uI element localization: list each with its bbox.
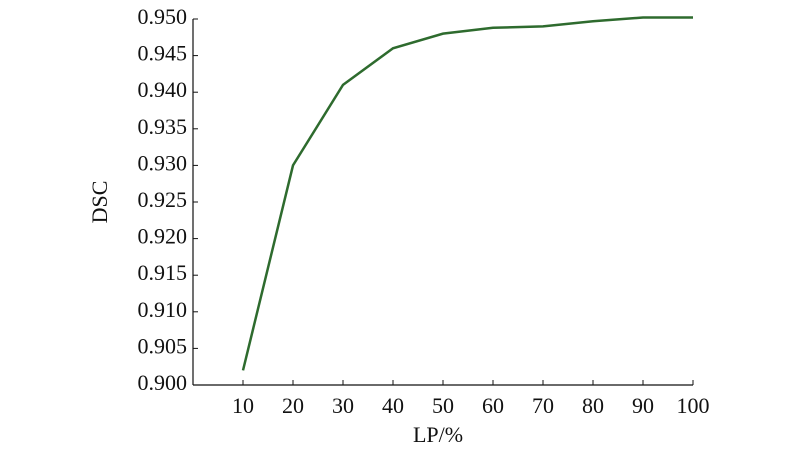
x-tick-label: 10: [232, 393, 254, 418]
x-tick-label: 60: [482, 393, 504, 418]
y-tick-label: 0.935: [138, 114, 188, 139]
y-tick-label: 0.950: [138, 4, 188, 29]
x-axis-label: LP/%: [413, 422, 463, 447]
y-tick-label: 0.900: [138, 370, 188, 395]
y-tick-label: 0.910: [138, 297, 188, 322]
y-tick-label: 0.915: [138, 260, 188, 285]
y-tick-label: 0.940: [138, 77, 188, 102]
y-tick-label: 0.920: [138, 224, 188, 249]
x-tick-label: 90: [632, 393, 654, 418]
line: [241, 16, 693, 371]
x-tick-label: 100: [677, 393, 710, 418]
x-tick-label: 50: [432, 393, 454, 418]
y-tick-label: 0.925: [138, 187, 188, 212]
x-tick-label: 70: [532, 393, 554, 418]
y-axis-label: DSC: [87, 181, 112, 224]
y-tick-label: 0.905: [138, 333, 188, 358]
x-tick-label: 20: [282, 393, 304, 418]
x-tick-label: 80: [582, 393, 604, 418]
y-tick-label: 0.930: [138, 150, 188, 175]
x-tick-label: 40: [382, 393, 404, 418]
x-tick-label: 30: [332, 393, 354, 418]
y-tick-label: 0.945: [138, 41, 188, 66]
